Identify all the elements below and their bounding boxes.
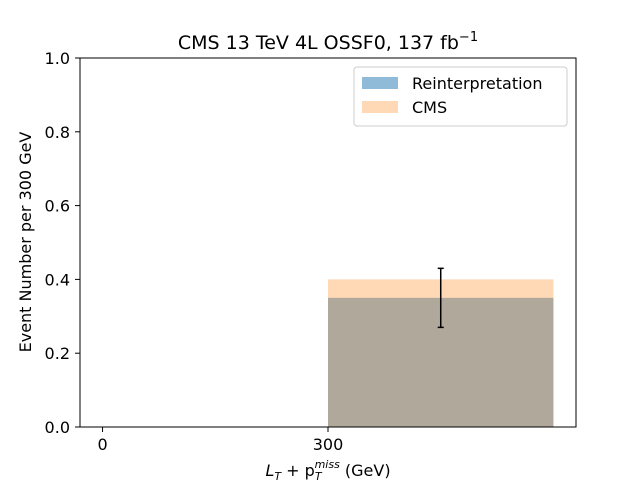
y-tick-label: 0.6: [45, 197, 70, 216]
y-tick-label: 1.0: [45, 49, 70, 68]
y-tick-label: 0.2: [45, 344, 70, 363]
x-tick-label: 0: [97, 435, 107, 454]
chart-title: CMS 13 TeV 4L OSSF0, 137 fb−1: [178, 30, 478, 54]
legend-box: [353, 66, 568, 127]
axes-layer: 0.0 0.2 0.4 0.6 0.8 1.0 0 300: [45, 49, 577, 454]
chart-title-superscript: −1: [459, 30, 478, 45]
legend-swatch-cms: [362, 101, 398, 113]
y-axis-label: Event Number per 300 GeV: [16, 132, 35, 353]
error-bar-0: [437, 267, 444, 329]
y-tick-label: 0.4: [45, 270, 70, 289]
legend: Reinterpretation CMS: [353, 66, 568, 127]
errorbar-layer: [437, 267, 444, 329]
legend-label-reinterpretation: Reinterpretation: [412, 74, 542, 93]
x-axis-label: LT + pTmiss (GeV): [265, 458, 390, 480]
legend-swatch-reinterpretation: [362, 77, 398, 89]
y-tick-label: 0.0: [45, 418, 70, 437]
y-tick-label: 0.8: [45, 123, 70, 142]
x-tick-label: 300: [313, 435, 344, 454]
legend-label-cms: CMS: [412, 98, 447, 117]
